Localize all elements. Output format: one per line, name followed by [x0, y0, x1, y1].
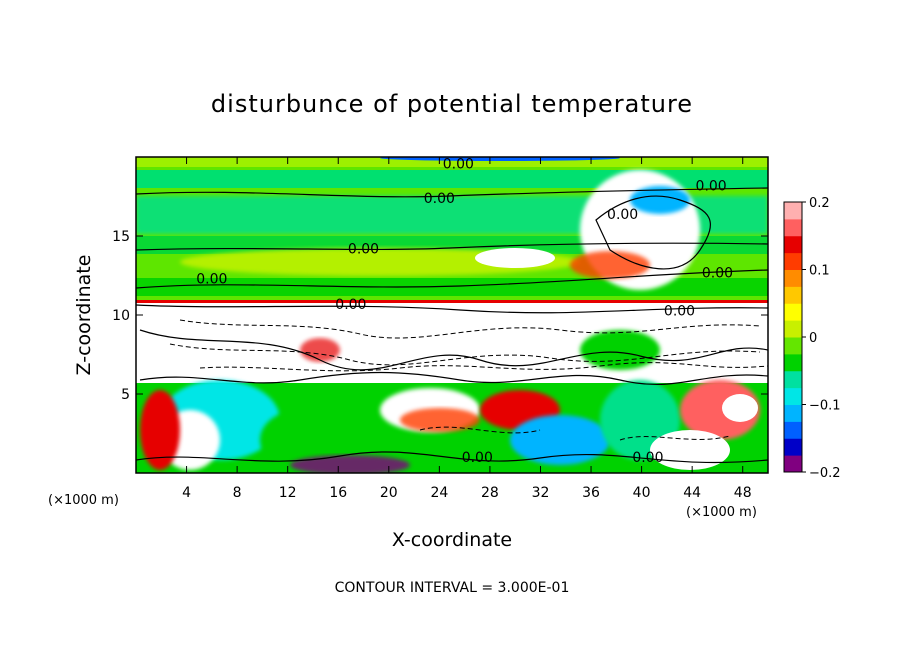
- contour-label-4: 0.00: [702, 265, 733, 281]
- x-tick-label-11: 48: [734, 485, 752, 501]
- x-tick-label-2: 12: [279, 485, 297, 501]
- x-tick-label-4: 20: [380, 485, 398, 501]
- colorbar-segment-5: [784, 370, 802, 389]
- contour-lines-dashed: [169, 319, 768, 441]
- colorbar-segment-1: [784, 438, 802, 456]
- contour-label-0: 0.00: [443, 156, 474, 172]
- y-tick-label-0: 5: [121, 387, 130, 403]
- field-upper: [136, 157, 768, 303]
- contour-interval-label: CONTOUR INTERVAL = 3.000E-01: [335, 580, 570, 596]
- x-tick-label-9: 40: [633, 485, 651, 501]
- contour-label-5: 0.00: [696, 178, 727, 194]
- colorbar: 0.2 0.1 0 −0.1 −0.2: [783, 196, 841, 481]
- x-unit-label: (×1000 m): [686, 505, 757, 520]
- x-tick-label-0: 4: [182, 485, 191, 501]
- colorbar-segment-4: [784, 387, 802, 405]
- colorbar-tick-label-1: 0.1: [809, 264, 830, 279]
- contour-label-6: 0.00: [607, 207, 638, 223]
- x-tick-label-8: 36: [582, 485, 600, 501]
- x-tick-label-5: 24: [430, 485, 448, 501]
- y-unit-label: (×1000 m): [48, 493, 119, 508]
- colorbar-ticks: 0.2 0.1 0 −0.1 −0.2: [802, 196, 841, 481]
- contour-label-1: 0.00: [424, 191, 455, 207]
- colorbar-segments: [784, 202, 802, 473]
- colorbar-tick-label-4: −0.2: [809, 466, 841, 481]
- contour-label-7: 0.00: [664, 303, 695, 319]
- colorbar-segment-8: [784, 320, 802, 338]
- contour-label-10: 0.00: [632, 450, 663, 466]
- colorbar-segment-7: [784, 337, 802, 355]
- x-tick-label-10: 44: [683, 485, 701, 501]
- colorbar-segment-11: [784, 269, 802, 287]
- contour-labels: 0.00 0.00 0.00 0.00 0.00 0.00 0.00 0.00 0.00 0.00…: [196, 156, 733, 466]
- colorbar-tick-label-2: 0: [809, 331, 817, 346]
- x-tick-label-7: 32: [532, 485, 550, 501]
- contour-label-3: 0.00: [196, 272, 227, 288]
- plot-area: 0.00 0.00 0.00 0.00 0.00 0.00 0.00 0.00 0.00 0.00…: [112, 156, 769, 501]
- x-tick-label-1: 8: [233, 485, 242, 501]
- contour-label-2: 0.00: [348, 242, 379, 258]
- colorbar-segment-2: [784, 421, 802, 439]
- chart-title: disturbunce of potential temperature: [211, 90, 693, 118]
- colorbar-segment-0: [784, 455, 802, 473]
- x-tick-label-6: 28: [481, 485, 499, 501]
- x-ticks: 4 8 12 16 20 24 28 32 36 40 44 48: [182, 157, 752, 501]
- colorbar-segment-3: [784, 404, 802, 422]
- x-tick-label-3: 16: [329, 485, 347, 501]
- y-tick-label-2: 15: [112, 229, 130, 245]
- contour-label-9: 0.00: [462, 450, 493, 466]
- colorbar-segment-6: [784, 353, 802, 372]
- contour-lines: [136, 187, 768, 464]
- colorbar-segment-13: [784, 235, 802, 254]
- x-axis-title: X-coordinate: [392, 529, 512, 551]
- colorbar-segment-14: [784, 218, 802, 237]
- colorbar-segment-12: [784, 252, 802, 270]
- y-axis-title: Z-coordinate: [73, 255, 95, 376]
- colorbar-tick-label-0: 0.2: [809, 196, 830, 211]
- y-ticks: 5 10 15: [112, 229, 768, 403]
- colorbar-segment-9: [784, 303, 802, 321]
- contour-label-8: 0.00: [335, 297, 366, 313]
- colorbar-segment-15: [784, 202, 802, 220]
- y-tick-label-1: 10: [112, 308, 130, 324]
- colorbar-tick-label-3: −0.1: [809, 399, 841, 414]
- colorbar-segment-10: [784, 286, 802, 304]
- field-lower: [136, 303, 768, 473]
